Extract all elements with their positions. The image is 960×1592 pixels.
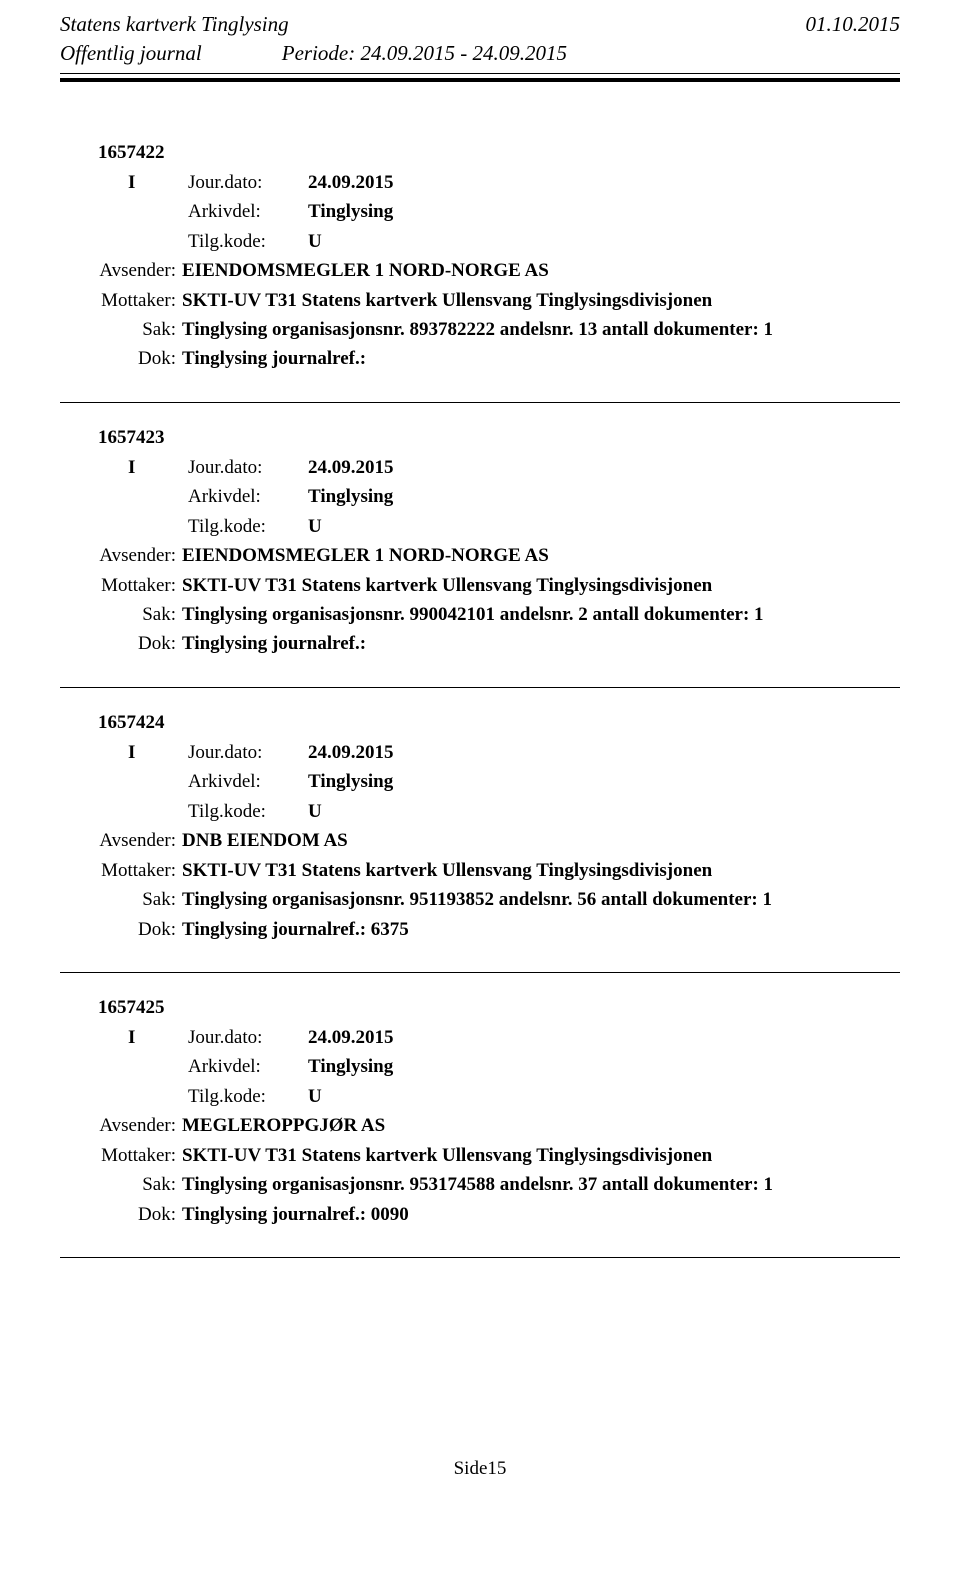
mottaker-value: SKTI-UV T31 Statens kartverk Ullensvang … [182, 1141, 712, 1170]
avsender-value: EIENDOMSMEGLER 1 NORD-NORGE AS [182, 541, 549, 570]
arkivdel-label: Arkivdel: [188, 767, 308, 796]
arkivdel-value: Tinglysing [308, 767, 393, 796]
page-footer: Side15 [60, 1458, 900, 1480]
jour-dato-value: 24.09.2015 [308, 168, 394, 197]
tilg-kode-label: Tilg.kode: [188, 227, 308, 256]
jour-dato-value: 24.09.2015 [308, 1023, 394, 1052]
entry-id: 1657424 [60, 712, 900, 734]
jour-dato-label: Jour.dato: [188, 738, 308, 767]
header-date: 01.10.2015 [806, 10, 901, 39]
entry-type: I [128, 168, 188, 197]
dok-label: Dok: [60, 1200, 182, 1229]
mottaker-label: Mottaker: [60, 856, 182, 885]
arkivdel-value: Tinglysing [308, 197, 393, 226]
header-title: Statens kartverk Tinglysing [60, 10, 289, 39]
journal-entry: 1657422IJour.dato:24.09.2015Arkivdel:Tin… [60, 142, 900, 374]
tilg-kode-label: Tilg.kode: [188, 797, 308, 826]
entry-separator [60, 1257, 900, 1258]
journal-entry: 1657424IJour.dato:24.09.2015Arkivdel:Tin… [60, 712, 900, 944]
avsender-value: DNB EIENDOM AS [182, 826, 348, 855]
entry-separator [60, 687, 900, 688]
header-rule-thick [60, 78, 900, 82]
sak-value: Tinglysing organisasjonsnr. 990042101 an… [182, 600, 764, 629]
mottaker-label: Mottaker: [60, 571, 182, 600]
dok-value: Tinglysing journalref.: 0090 [182, 1200, 409, 1229]
entry-separator [60, 402, 900, 403]
mottaker-value: SKTI-UV T31 Statens kartverk Ullensvang … [182, 571, 712, 600]
entry-id: 1657423 [60, 427, 900, 449]
avsender-label: Avsender: [60, 826, 182, 855]
mottaker-label: Mottaker: [60, 286, 182, 315]
arkivdel-label: Arkivdel: [188, 482, 308, 511]
dok-value: Tinglysing journalref.: 6375 [182, 915, 409, 944]
jour-dato-label: Jour.dato: [188, 453, 308, 482]
mottaker-value: SKTI-UV T31 Statens kartverk Ullensvang … [182, 856, 712, 885]
arkivdel-value: Tinglysing [308, 1052, 393, 1081]
dok-label: Dok: [60, 629, 182, 658]
header-rule-thin [60, 73, 900, 74]
arkivdel-label: Arkivdel: [188, 197, 308, 226]
sak-value: Tinglysing organisasjonsnr. 953174588 an… [182, 1170, 773, 1199]
avsender-label: Avsender: [60, 256, 182, 285]
entry-id: 1657425 [60, 997, 900, 1019]
mottaker-value: SKTI-UV T31 Statens kartverk Ullensvang … [182, 286, 712, 315]
jour-dato-label: Jour.dato: [188, 1023, 308, 1052]
journal-entry: 1657423IJour.dato:24.09.2015Arkivdel:Tin… [60, 427, 900, 659]
dok-value: Tinglysing journalref.: [182, 344, 366, 373]
sak-label: Sak: [60, 315, 182, 344]
dok-value: Tinglysing journalref.: [182, 629, 366, 658]
sak-label: Sak: [60, 885, 182, 914]
arkivdel-value: Tinglysing [308, 482, 393, 511]
avsender-label: Avsender: [60, 541, 182, 570]
journal-entry: 1657425IJour.dato:24.09.2015Arkivdel:Tin… [60, 997, 900, 1229]
tilg-kode-value: U [308, 227, 322, 256]
mottaker-label: Mottaker: [60, 1141, 182, 1170]
avsender-value: EIENDOMSMEGLER 1 NORD-NORGE AS [182, 256, 549, 285]
tilg-kode-value: U [308, 797, 322, 826]
tilg-kode-value: U [308, 1082, 322, 1111]
tilg-kode-label: Tilg.kode: [188, 512, 308, 541]
document-header: Statens kartverk Tinglysing 01.10.2015 O… [60, 10, 900, 69]
entry-type: I [128, 453, 188, 482]
dok-label: Dok: [60, 344, 182, 373]
header-subtitle: Offentlig journal [60, 39, 202, 68]
dok-label: Dok: [60, 915, 182, 944]
entry-id: 1657422 [60, 142, 900, 164]
period-value: 24.09.2015 - 24.09.2015 [360, 41, 567, 65]
entry-type: I [128, 1023, 188, 1052]
arkivdel-label: Arkivdel: [188, 1052, 308, 1081]
avsender-value: MEGLEROPPGJØR AS [182, 1111, 385, 1140]
entries-list: 1657422IJour.dato:24.09.2015Arkivdel:Tin… [60, 142, 900, 1258]
avsender-label: Avsender: [60, 1111, 182, 1140]
entry-type: I [128, 738, 188, 767]
jour-dato-value: 24.09.2015 [308, 453, 394, 482]
tilg-kode-label: Tilg.kode: [188, 1082, 308, 1111]
jour-dato-label: Jour.dato: [188, 168, 308, 197]
page-number: Side15 [454, 1458, 507, 1479]
period-label: Periode: [282, 41, 355, 65]
sak-label: Sak: [60, 600, 182, 629]
jour-dato-value: 24.09.2015 [308, 738, 394, 767]
sak-label: Sak: [60, 1170, 182, 1199]
entry-separator [60, 972, 900, 973]
sak-value: Tinglysing organisasjonsnr. 893782222 an… [182, 315, 773, 344]
tilg-kode-value: U [308, 512, 322, 541]
sak-value: Tinglysing organisasjonsnr. 951193852 an… [182, 885, 772, 914]
